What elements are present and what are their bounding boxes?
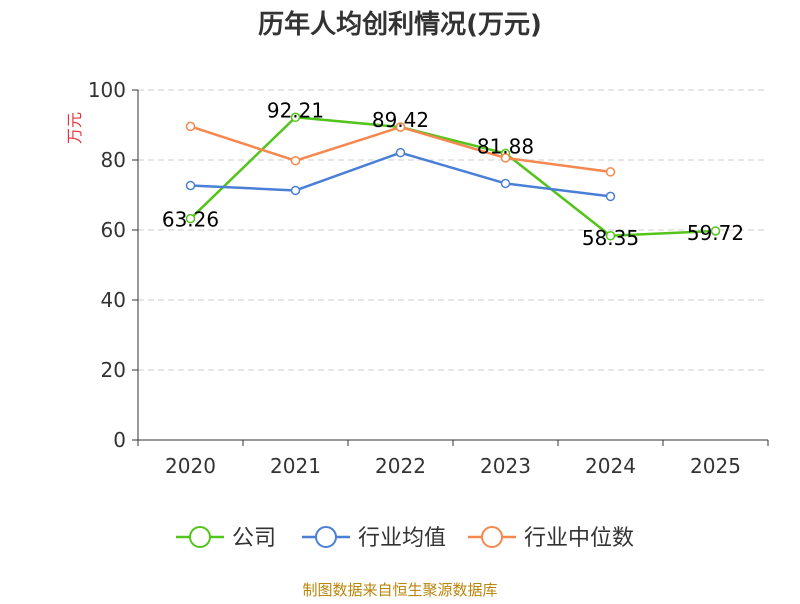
legend-label: 行业均值	[358, 526, 446, 551]
legend-item[interactable]: 公司	[176, 526, 276, 551]
data-label: 58.35	[582, 226, 639, 250]
legend-item[interactable]: 行业中位数	[468, 526, 634, 551]
series-line-1	[189, 116, 716, 238]
data-point[interactable]	[605, 191, 616, 202]
y-axis-label: 万元	[65, 112, 84, 144]
grid-lines	[138, 89, 768, 371]
data-point[interactable]	[500, 178, 511, 189]
data-label: 89.42	[372, 108, 429, 132]
x-tick-label: 2025	[690, 454, 741, 478]
data-label: 92.21	[267, 98, 324, 122]
data-point[interactable]	[605, 167, 616, 177]
legend-label: 行业中位数	[524, 526, 634, 551]
x-tick-label: 2024	[585, 454, 636, 478]
data-point[interactable]	[290, 112, 301, 123]
x-tick-label: 2022	[375, 454, 426, 478]
x-tick-label: 2023	[480, 454, 531, 478]
x-tick-label: 2021	[270, 454, 321, 478]
y-tick-label: 100	[88, 78, 126, 102]
data-point[interactable]	[395, 122, 406, 132]
y-tick-label: 40	[101, 288, 126, 312]
y-tick-label: 0	[113, 428, 126, 452]
data-point[interactable]	[605, 231, 616, 241]
data-labels: 63.26 92.21 89.42 81.88 58.35 59.72	[162, 98, 744, 250]
data-label: 81.88	[477, 134, 534, 158]
y-tick-label: 20	[101, 358, 126, 382]
legend-circle-marker	[189, 526, 211, 548]
data-point[interactable]	[290, 185, 301, 196]
legend-circle-marker	[315, 526, 337, 548]
data-point[interactable]	[185, 121, 196, 132]
footer-source: 制图数据来自恒生聚源数据库	[302, 581, 497, 599]
y-tick-label: 60	[101, 218, 126, 242]
data-point[interactable]	[395, 147, 406, 158]
y-tick-label: 80	[101, 148, 126, 172]
data-point[interactable]	[290, 155, 301, 166]
legend-item[interactable]: 行业均值	[302, 526, 446, 551]
data-label: 63.26	[162, 208, 219, 232]
data-label: 59.72	[687, 221, 744, 245]
data-point[interactable]	[500, 153, 511, 163]
data-point[interactable]	[185, 213, 196, 224]
legend: 公司 行业均值 行业中位数	[176, 526, 634, 551]
series-lines	[185, 112, 721, 241]
data-point[interactable]	[185, 180, 196, 191]
legend-circle-marker	[481, 526, 503, 548]
legend-label: 公司	[232, 526, 276, 551]
data-point[interactable]	[710, 226, 721, 236]
x-tick-label: 2020	[165, 454, 216, 478]
chart-title: 历年人均创利情况(万元)	[258, 9, 542, 40]
axes: 0 20 40 60 80 100 2020 2021 2022 2023 2024 2025	[88, 78, 769, 478]
